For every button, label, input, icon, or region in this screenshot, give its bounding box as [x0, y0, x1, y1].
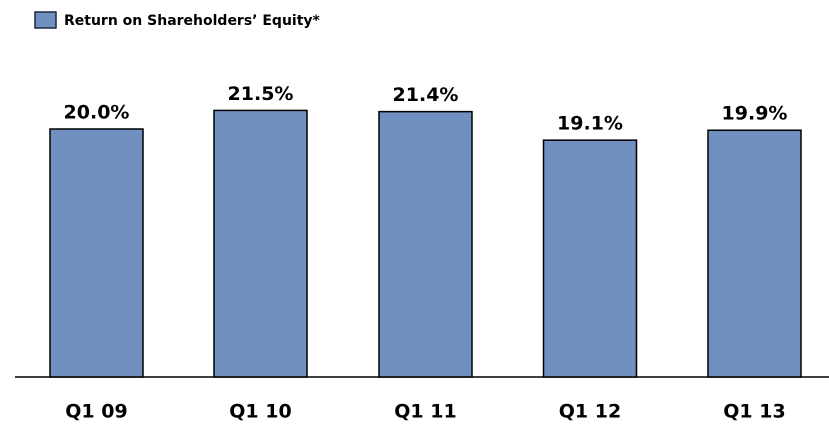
value-label: 19.1% [557, 113, 623, 135]
x-tick-label: Q1 13 [723, 401, 785, 423]
bar [49, 128, 144, 378]
x-tick-label: Q1 10 [229, 401, 291, 423]
value-label: 19.9% [722, 103, 788, 125]
legend-label: Return on Shareholders’ Equity* [64, 13, 321, 29]
value-label: 21.4% [393, 84, 459, 106]
value-label: 21.5% [228, 83, 294, 105]
bar [707, 129, 802, 378]
x-tick-label: Q1 09 [65, 401, 127, 423]
legend-swatch [34, 11, 57, 29]
x-tick-label: Q1 12 [559, 401, 621, 423]
bar [378, 110, 473, 378]
bar [542, 139, 638, 378]
bar [213, 109, 308, 378]
value-label: 20.0% [64, 102, 130, 124]
x-tick-label: Q1 11 [394, 401, 456, 423]
